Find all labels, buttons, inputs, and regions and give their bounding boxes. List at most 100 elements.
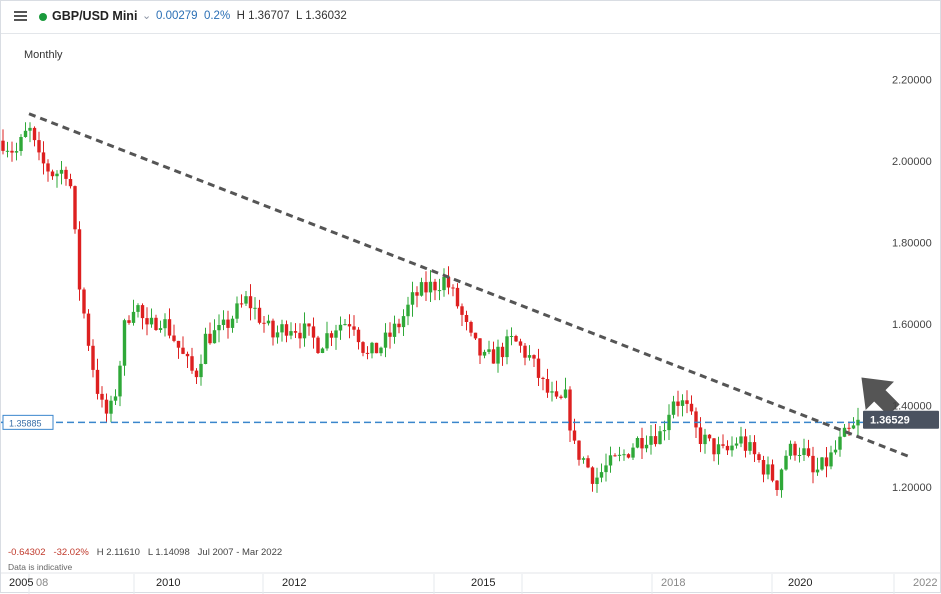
candle-body <box>649 436 653 445</box>
candle-body <box>176 340 181 348</box>
candle-body <box>388 332 392 337</box>
candle-body <box>847 427 851 429</box>
range-stats: -0.64302 -32.02% H 2.11610 L 1.14098 Jul… <box>8 547 282 558</box>
candle-body <box>77 229 82 290</box>
candle-body <box>136 305 140 312</box>
candle-body <box>491 349 496 364</box>
y-axis-tick-label: 1.20000 <box>892 482 932 494</box>
session-low: L 1.36032 <box>296 10 347 22</box>
candle-body <box>671 401 676 415</box>
support-label-box <box>2 414 54 430</box>
candle-body <box>68 179 73 187</box>
candle-body <box>19 137 23 151</box>
range-high: H 2.11610 <box>96 547 140 558</box>
candle-body <box>703 434 707 445</box>
candle-body <box>446 277 451 288</box>
candle-body <box>257 307 262 323</box>
candle-body <box>667 414 671 431</box>
candle-body <box>473 332 478 339</box>
candle-body <box>599 472 604 478</box>
candle-body <box>145 318 149 325</box>
candle-body <box>689 403 694 412</box>
candle-body <box>455 287 460 307</box>
candle-body <box>185 353 190 357</box>
breakout-arrow-icon <box>861 377 900 416</box>
market-status-dot <box>39 13 47 21</box>
arrow-shape <box>861 377 900 416</box>
candle-body <box>82 289 86 314</box>
candle-body <box>172 335 176 341</box>
candle-body <box>352 326 356 330</box>
candle-body <box>577 440 581 460</box>
candle-body <box>167 319 172 336</box>
current-price-box <box>863 410 939 429</box>
timeframe-label: Monthly <box>24 49 63 61</box>
candle-body <box>694 411 698 428</box>
candle-body <box>271 320 275 338</box>
candle-body <box>635 438 640 448</box>
candle-body <box>523 345 527 358</box>
chevron-down-icon[interactable]: ⌄ <box>142 10 152 22</box>
candle-body <box>73 186 77 230</box>
candle-body <box>190 356 194 371</box>
candle-body <box>338 324 343 331</box>
candle-body <box>383 332 388 348</box>
candle-body <box>347 324 352 327</box>
candle-body <box>779 469 784 491</box>
candle-body <box>266 320 271 324</box>
candle-body <box>698 427 703 444</box>
candle-body <box>311 326 316 338</box>
candle-body <box>725 445 730 451</box>
candle-body <box>712 438 716 455</box>
candle-body <box>379 347 383 354</box>
support-price-label: 1.35885 <box>9 418 42 428</box>
candle-body <box>374 342 379 354</box>
candle-body <box>370 342 374 354</box>
instrument-name[interactable]: GBP/USD Mini <box>52 9 138 23</box>
candle-body <box>59 169 64 174</box>
candle-body <box>658 431 662 445</box>
candle-body <box>833 449 838 453</box>
candle-body <box>424 282 428 293</box>
candle-body <box>518 341 523 346</box>
candle-body <box>766 464 770 475</box>
candle-body <box>608 455 613 466</box>
candle-body <box>734 443 739 446</box>
candle-body <box>496 346 500 364</box>
candle-body <box>415 292 419 296</box>
x-axis-tick-label: 08 <box>36 577 48 589</box>
candle-body <box>541 377 545 379</box>
candle-body <box>419 282 424 296</box>
candle-body <box>545 379 550 393</box>
candle-body <box>626 454 631 458</box>
candle-body <box>334 330 338 338</box>
range-period: Jul 2007 - Mar 2022 <box>197 547 283 558</box>
candle-body <box>307 323 311 327</box>
candle-body <box>194 370 199 378</box>
candle-body <box>104 399 109 414</box>
price-change-percent: 0.2% <box>203 10 231 22</box>
candle-body <box>244 296 248 304</box>
candle-body <box>842 427 847 437</box>
candle-body <box>100 393 104 400</box>
candle-body <box>788 443 793 456</box>
candle-body <box>442 277 446 291</box>
candle-body <box>460 306 464 315</box>
candle-body <box>365 352 370 354</box>
hamburger-menu-icon[interactable] <box>14 11 27 21</box>
x-axis-tick-label: 2015 <box>471 577 495 589</box>
candle-body <box>770 464 775 481</box>
candle-body <box>613 455 617 457</box>
x-axis-tick-label: 2012 <box>282 577 306 589</box>
candle-body <box>109 400 113 414</box>
y-axis-tick-label: 1.60000 <box>892 319 932 331</box>
candle-body <box>248 296 253 309</box>
y-axis-tick-label: 2.20000 <box>892 75 932 87</box>
candle-body <box>554 391 559 397</box>
candle-body <box>514 336 518 342</box>
range-change: -0.64302 <box>8 547 46 558</box>
candle-body <box>563 389 568 398</box>
candle-body <box>568 389 572 431</box>
candle-body <box>595 477 599 484</box>
